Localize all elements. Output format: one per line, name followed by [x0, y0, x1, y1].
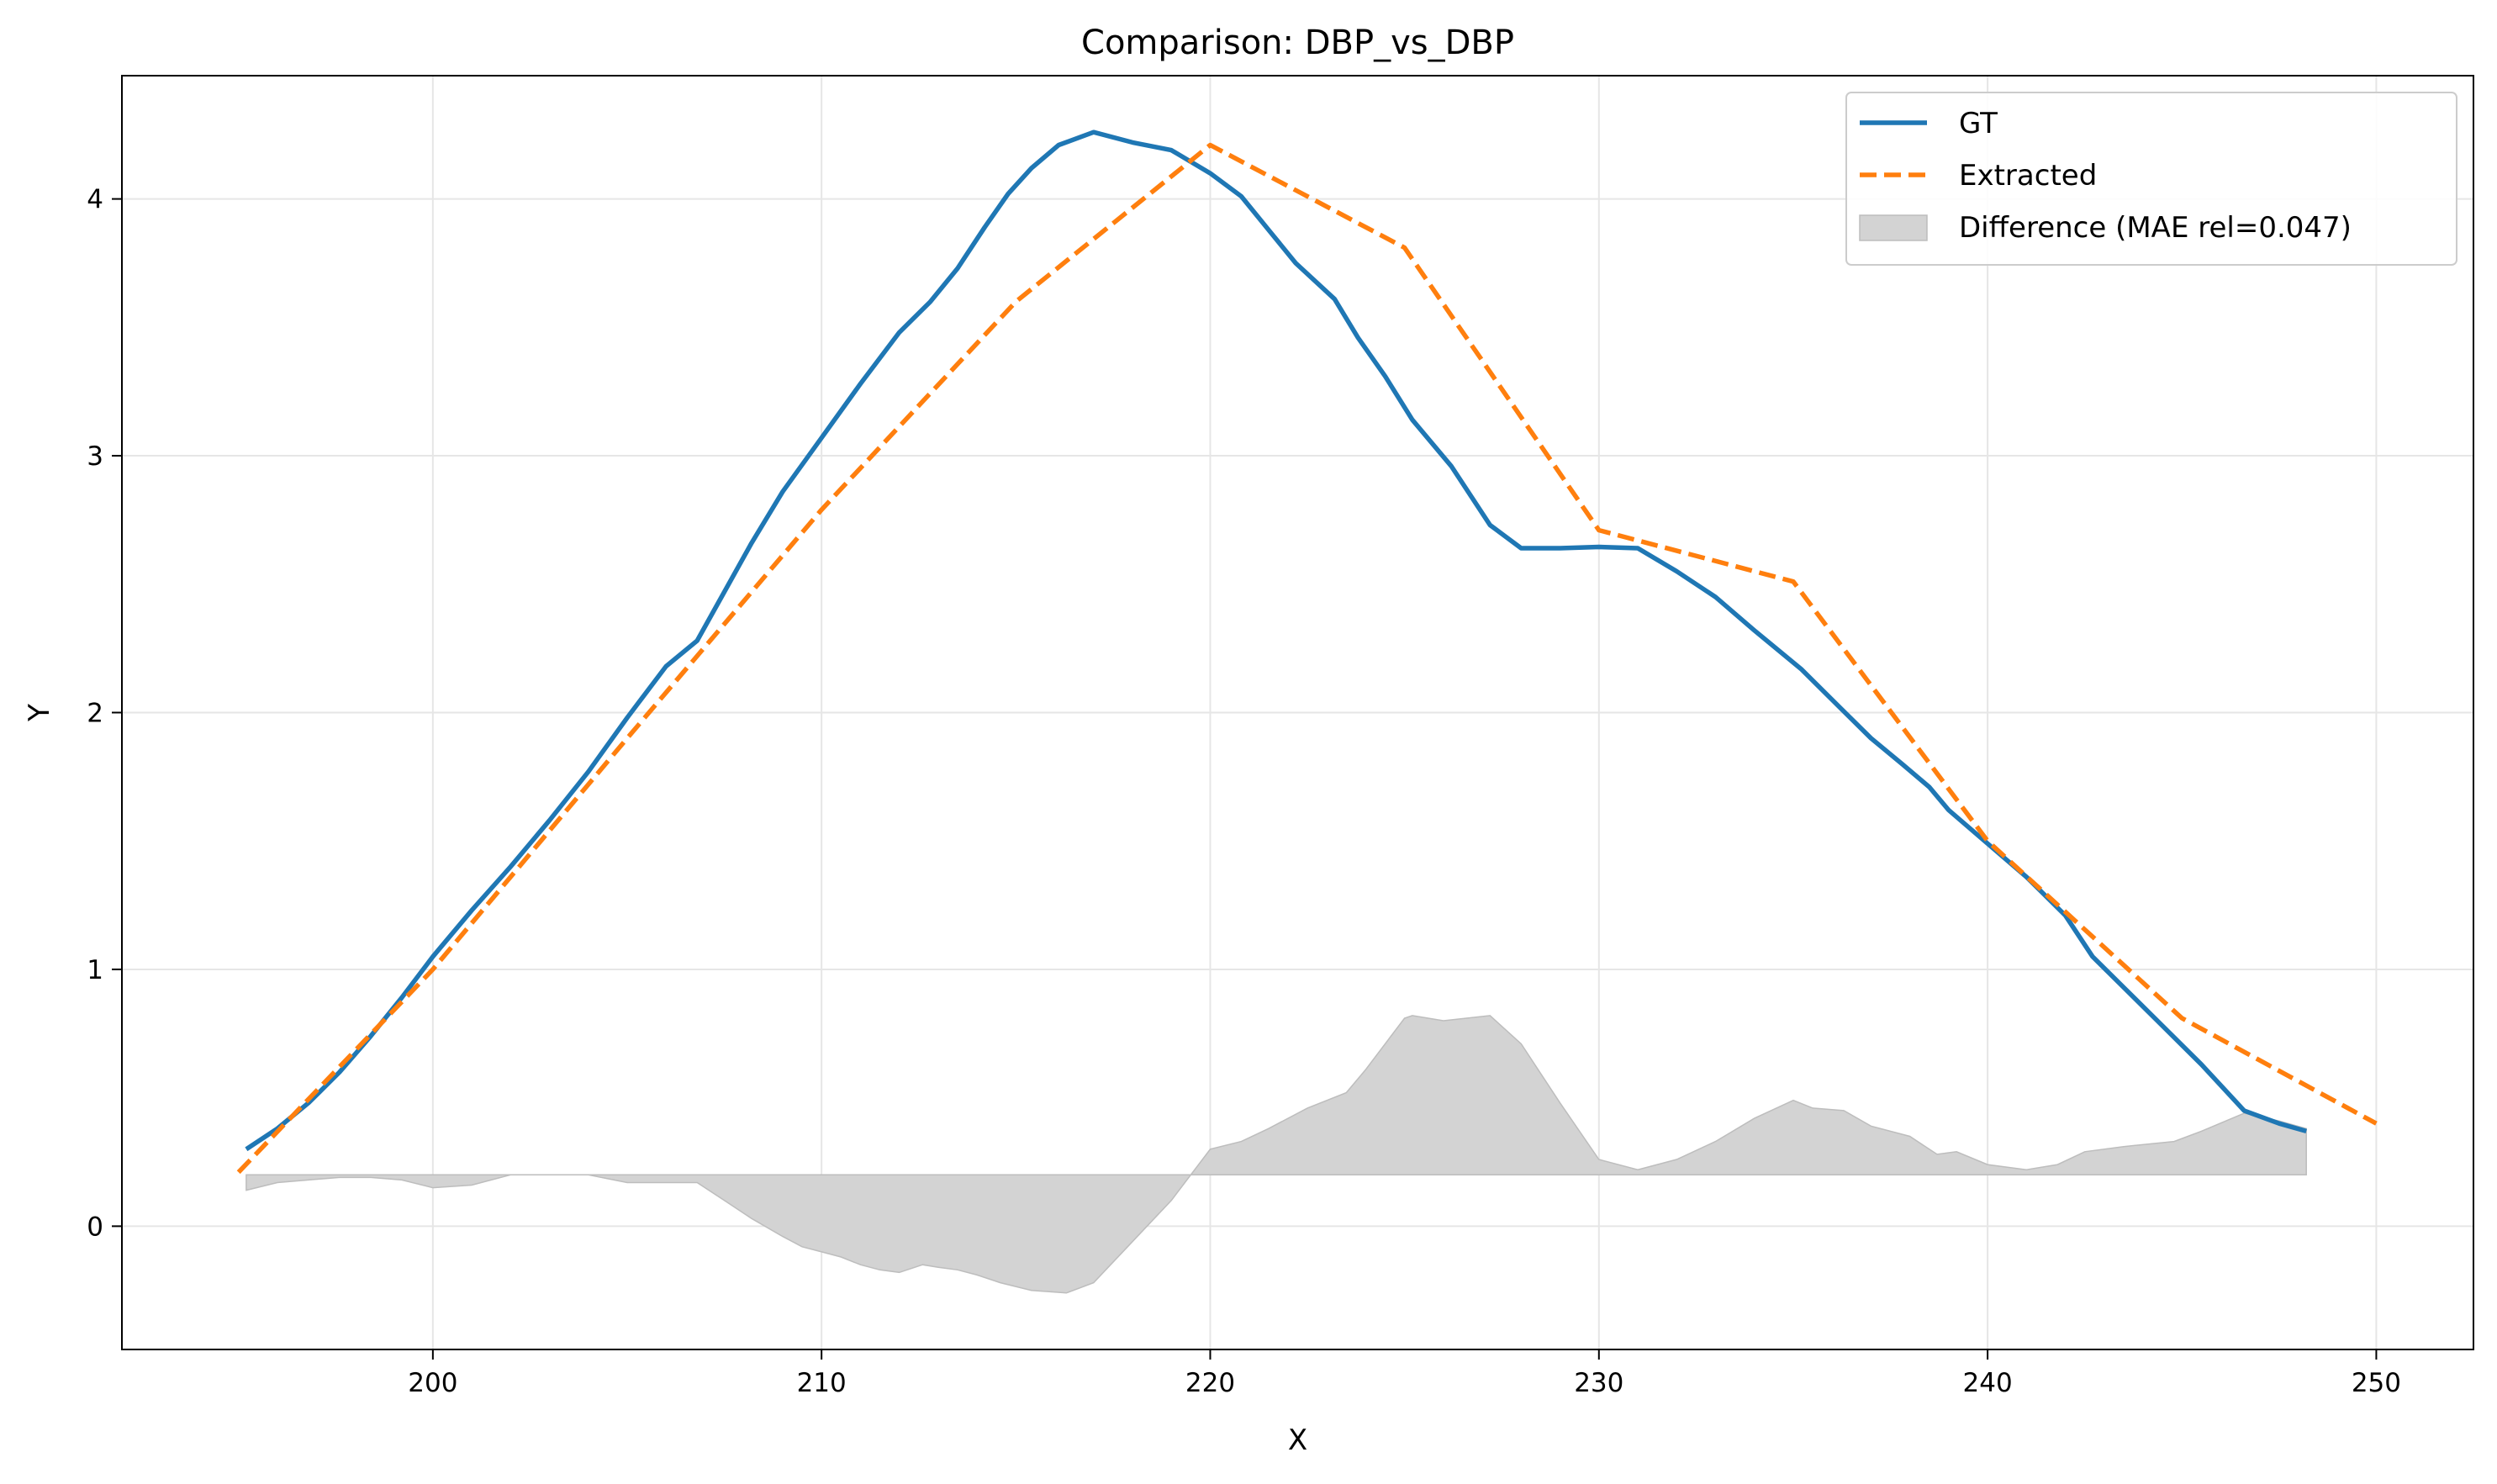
y-tick-label: 3 [87, 441, 103, 472]
series-line-gt [245, 129, 2307, 1152]
legend: GT Extracted Difference (MAE rel=0.047) [1845, 92, 2457, 266]
legend-box [1845, 92, 2457, 266]
y-tick-label: 4 [87, 185, 103, 215]
y-axis-label: Y [23, 704, 56, 722]
series-line-extracted [236, 142, 2378, 1175]
x-tick-label: 230 [1574, 1368, 1623, 1398]
series-lines [236, 129, 2378, 1175]
x-tick-label: 210 [797, 1368, 847, 1398]
x-tick-label: 240 [1963, 1368, 2013, 1398]
difference-area [245, 1015, 2307, 1294]
x-tick-label: 250 [2352, 1368, 2401, 1398]
series-difference-area [245, 1015, 2307, 1294]
x-axis-label: X [1288, 1423, 1307, 1457]
y-tick-label: 0 [87, 1212, 103, 1242]
x-tick-label: 200 [408, 1368, 457, 1398]
legend-swatch-difference [1859, 214, 1928, 241]
legend-label: Difference (MAE rel=0.047) [1959, 211, 2352, 245]
legend-label: Extracted [1959, 159, 2097, 193]
y-tick-label: 2 [87, 699, 103, 729]
chart-title: Comparison: DBP_vs_DBP [1081, 24, 1514, 62]
x-tick-label: 220 [1185, 1368, 1235, 1398]
axis-ticks: 200 210 220 230 240 250 0 1 2 3 4 [87, 185, 2401, 1398]
y-tick-label: 1 [87, 955, 103, 985]
legend-label: GT [1959, 107, 1998, 140]
